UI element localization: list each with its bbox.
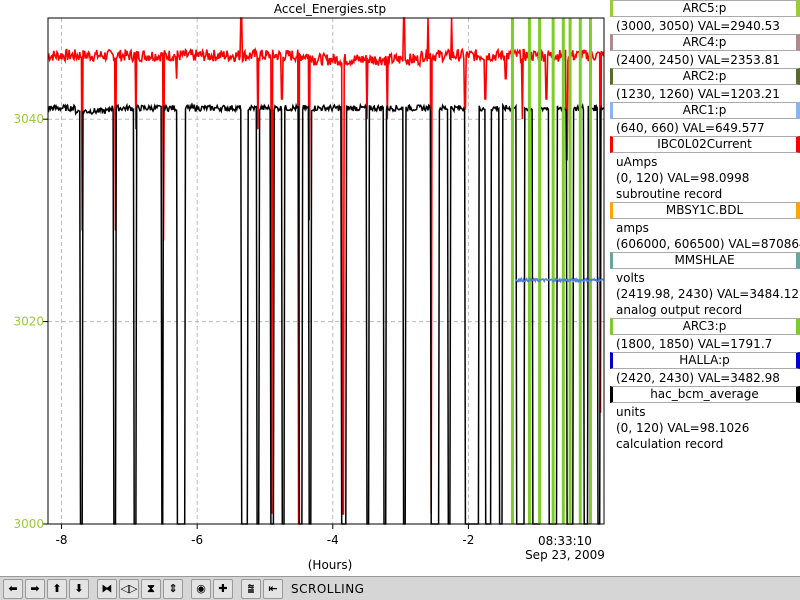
legend-entry-detail: subroutine record: [616, 187, 723, 201]
end-time-label: 08:33:10 Sep 23, 2009: [520, 534, 610, 562]
legend-entry[interactable]: ARC1:p (640, 660) VAL=649.577: [610, 102, 800, 136]
legend-entry[interactable]: MMSHLAE volts (2419.98, 2430) VAL=3484.12 a…: [610, 252, 800, 318]
legend-entry[interactable]: ARC4:p (2400, 2450) VAL=2353.81: [610, 34, 800, 68]
target-icon: ◉: [196, 582, 206, 595]
series-layer: [47, 17, 605, 525]
legend-entry-detail: (3000, 3050) VAL=2940.53: [616, 19, 780, 33]
legend-entry-detail: units: [616, 405, 646, 419]
chart-title: Accel_Energies.stp: [273, 2, 387, 16]
legend-entry-detail: (2419.98, 2430) VAL=3484.12: [616, 287, 799, 301]
zoom-auto-button[interactable]: ◉: [191, 578, 211, 599]
arrow-left-icon: ⬅: [8, 582, 18, 595]
y-tick-label: 3020: [13, 315, 44, 329]
legend-entry-detail: amps: [616, 221, 649, 235]
pan-up-button[interactable]: ⬆: [47, 578, 67, 599]
legend-entry[interactable]: HALLA:p (2420, 2430) VAL=3482.98: [610, 352, 800, 386]
legend-entry-detail: (1230, 1260) VAL=1203.21: [616, 87, 780, 101]
legend-entry[interactable]: MBSY1C.BDL amps (606000, 606500) VAL=87086…: [610, 202, 800, 252]
axis-layer: -8 -6 -4 -2 3000 3020 3040: [13, 17, 605, 547]
autoscale-icon: ⩰: [247, 582, 255, 595]
arrow-right-icon: ➡: [30, 582, 40, 595]
zoom-in-x-icon: ⧓: [101, 582, 113, 595]
legend-entry-detail: uAmps: [616, 155, 658, 169]
legend-entry-name[interactable]: ARC2:p: [610, 68, 800, 85]
legend-entry-detail: volts: [616, 271, 645, 285]
arrow-down-icon: ⬇: [74, 582, 84, 595]
legend-entry-name[interactable]: ARC5:p: [610, 0, 800, 17]
pan-right-button[interactable]: ➡: [25, 578, 45, 599]
legend-entry[interactable]: ARC3:p (1800, 1850) VAL=1791.7: [610, 318, 800, 352]
pan-left-button[interactable]: ⬅: [3, 578, 23, 599]
legend-entry-detail: (606000, 606500) VAL=870864: [616, 237, 800, 251]
grid-layer: [48, 18, 604, 525]
zoom-out-x-button[interactable]: ◁▷: [119, 578, 139, 599]
y-tick-label: 3000: [13, 517, 44, 531]
toolbar-buttons: ⬅ ➡ ⬆ ⬇ ⧓ ◁▷ ⧗ ⇕ ◉ ✚ ⩰ ⇤: [3, 578, 285, 599]
zoom-in-x-button[interactable]: ⧓: [97, 578, 117, 599]
legend-entry-detail: (2400, 2450) VAL=2353.81: [616, 53, 780, 67]
toolbar: ⬅ ➡ ⬆ ⬇ ⧓ ◁▷ ⧗ ⇕ ◉ ✚ ⩰ ⇤ SCROLLING: [0, 576, 800, 600]
series-line: [47, 102, 605, 525]
y-tick-label: 3040: [13, 112, 44, 126]
legend-entry-name[interactable]: MBSY1C.BDL: [610, 202, 800, 219]
series-line: [515, 276, 604, 284]
zoom-in-y-button[interactable]: ⧗: [141, 578, 161, 599]
x-tick-label: -4: [327, 533, 339, 547]
arrow-up-icon: ⬆: [52, 582, 62, 595]
pan-down-button[interactable]: ⬇: [69, 578, 89, 599]
x-tick-label: -2: [462, 533, 474, 547]
legend-entry-detail: analog output record: [616, 303, 743, 317]
end-time: 08:33:10: [538, 534, 592, 548]
zoom-reset-button[interactable]: ✚: [213, 578, 233, 599]
legend-entry-detail: (0, 120) VAL=98.0998: [616, 171, 750, 185]
legend-entry-detail: calculation record: [616, 437, 724, 451]
legend-entry-detail: (2420, 2430) VAL=3482.98: [616, 371, 780, 385]
legend-entry-detail: (640, 660) VAL=649.577: [616, 121, 765, 135]
zoom-in-y-icon: ⧗: [147, 582, 155, 595]
legend-entry-name[interactable]: MMSHLAE: [610, 252, 800, 269]
legend-entry-name[interactable]: ARC1:p: [610, 102, 800, 119]
chart-plot[interactable]: -8 -6 -4 -2 3000 3020 3040: [0, 0, 610, 576]
autoscale-button[interactable]: ⩰: [241, 578, 261, 599]
zoom-out-y-icon: ⇕: [168, 582, 178, 595]
x-axis-label: (Hours): [307, 558, 353, 572]
back-icon: ⇤: [268, 582, 278, 595]
zoom-out-x-icon: ◁▷: [120, 582, 138, 595]
plot-frame: [47, 17, 605, 525]
zoom-out-y-button[interactable]: ⇕: [163, 578, 183, 599]
scrolling-mode-label: SCROLLING: [291, 581, 365, 596]
x-tick-label: -8: [56, 533, 68, 547]
legend-entry-name[interactable]: ARC4:p: [610, 34, 800, 51]
legend-entry[interactable]: ARC2:p (1230, 1260) VAL=1203.21: [610, 68, 800, 102]
plus-icon: ✚: [218, 582, 228, 595]
legend-entry-detail: (1800, 1850) VAL=1791.7: [616, 337, 773, 351]
legend-entry[interactable]: IBC0L02Current uAmps (0, 120) VAL=98.0998 s…: [610, 136, 800, 202]
legend-entry-name[interactable]: HALLA:p: [610, 352, 800, 369]
legend-entry-name[interactable]: IBC0L02Current: [610, 136, 800, 153]
end-date: Sep 23, 2009: [525, 548, 605, 562]
legend-panel: ARC5:p (3000, 3050) VAL=2940.53 ARC4:p (240…: [610, 0, 800, 452]
back-button[interactable]: ⇤: [263, 578, 283, 599]
x-tick-label: -6: [191, 533, 203, 547]
legend-entry[interactable]: ARC5:p (3000, 3050) VAL=2940.53: [610, 0, 800, 34]
legend-entry-name[interactable]: ARC3:p: [610, 318, 800, 335]
legend-entry-detail: (0, 120) VAL=98.1026: [616, 421, 750, 435]
legend-entry-name[interactable]: hac_bcm_average: [610, 386, 800, 403]
series-line: [47, 17, 605, 525]
